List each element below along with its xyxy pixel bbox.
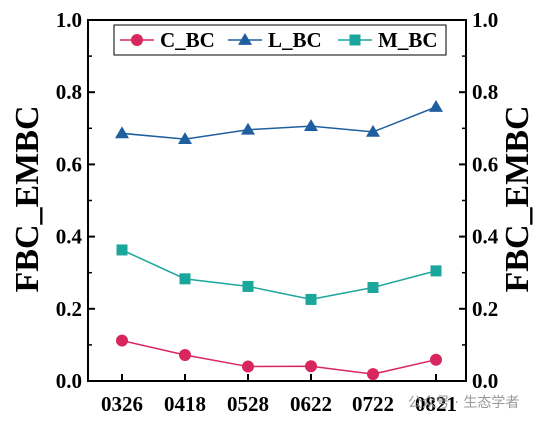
series-m-bc bbox=[116, 244, 442, 305]
data-point-c-bc bbox=[430, 353, 442, 366]
data-point-m-bc bbox=[367, 282, 379, 294]
data-point-m-bc bbox=[430, 265, 442, 277]
series-l-bc bbox=[115, 100, 443, 145]
y-tick-label-right: 0.8 bbox=[472, 80, 498, 104]
x-tick-label: 0821 bbox=[415, 392, 457, 416]
watermark-text: 公众号 · 生态学者 bbox=[408, 395, 519, 411]
legend-box bbox=[113, 24, 447, 56]
y-axis-title-right: FBC_EMBC bbox=[499, 106, 536, 293]
data-point-c-bc bbox=[367, 368, 379, 381]
data-point-l-bc bbox=[304, 119, 318, 132]
y-tick-label-left: 0.4 bbox=[56, 225, 83, 249]
y-tick-label-left: 0.2 bbox=[56, 297, 82, 321]
legend-label-c-bc: C_BC bbox=[160, 28, 215, 52]
series-c-bc bbox=[116, 334, 442, 381]
y-tick-label-right: 0.2 bbox=[472, 297, 498, 321]
data-point-l-bc bbox=[241, 122, 255, 135]
y-tick-label-left: 0.0 bbox=[56, 369, 82, 393]
legend: C_BC L_BC M_BC bbox=[113, 24, 447, 56]
plot-frame bbox=[87, 19, 467, 382]
data-point-l-bc bbox=[178, 132, 192, 145]
y-tick-label-right: 1.0 bbox=[472, 8, 498, 32]
x-tick-label: 0326 bbox=[101, 392, 143, 416]
axis-ticks: 0.0 0.0 0.2 0.2 0.4 0.4 0.6 0.6 0.8 0.8 1.0 1.0 0326… bbox=[56, 8, 499, 416]
data-point-l-bc bbox=[429, 100, 443, 112]
x-tick-label: 0722 bbox=[352, 392, 394, 416]
y-tick-label-left: 0.8 bbox=[56, 80, 82, 104]
y-tick-label-right: 0.4 bbox=[472, 225, 499, 249]
series-line-l-bc bbox=[121, 106, 437, 140]
legend-label-m-bc: M_BC bbox=[378, 28, 438, 52]
series-line-m-bc bbox=[121, 249, 437, 301]
y-tick-label-right: 0.6 bbox=[472, 152, 498, 176]
legend-label-l-bc: L_BC bbox=[268, 28, 322, 52]
data-point-c-bc bbox=[242, 360, 254, 373]
series-group bbox=[115, 100, 443, 381]
plot-border bbox=[87, 19, 467, 382]
data-point-m-bc bbox=[305, 293, 317, 305]
x-tick-label: 0418 bbox=[164, 392, 206, 416]
data-point-l-bc bbox=[366, 124, 380, 137]
y-tick-label-left: 0.6 bbox=[56, 152, 82, 176]
data-point-c-bc bbox=[179, 349, 191, 362]
legend-marker-l-bc bbox=[238, 33, 252, 45]
data-point-c-bc bbox=[116, 334, 128, 347]
legend-marker-m-bc bbox=[349, 34, 361, 46]
data-point-m-bc bbox=[179, 273, 191, 285]
x-tick-label: 0622 bbox=[290, 392, 332, 416]
legend-marker-c-bc bbox=[131, 34, 143, 46]
data-point-m-bc bbox=[116, 244, 128, 256]
data-point-c-bc bbox=[305, 360, 317, 373]
data-point-m-bc bbox=[242, 280, 254, 292]
x-tick-label: 0528 bbox=[227, 392, 269, 416]
y-tick-label-right: 0.0 bbox=[472, 369, 498, 393]
series-line-c-bc bbox=[121, 339, 437, 375]
data-point-l-bc bbox=[115, 126, 129, 139]
y-axis-title-left: FBC_EMBC bbox=[9, 106, 46, 293]
y-tick-label-left: 1.0 bbox=[56, 8, 82, 32]
